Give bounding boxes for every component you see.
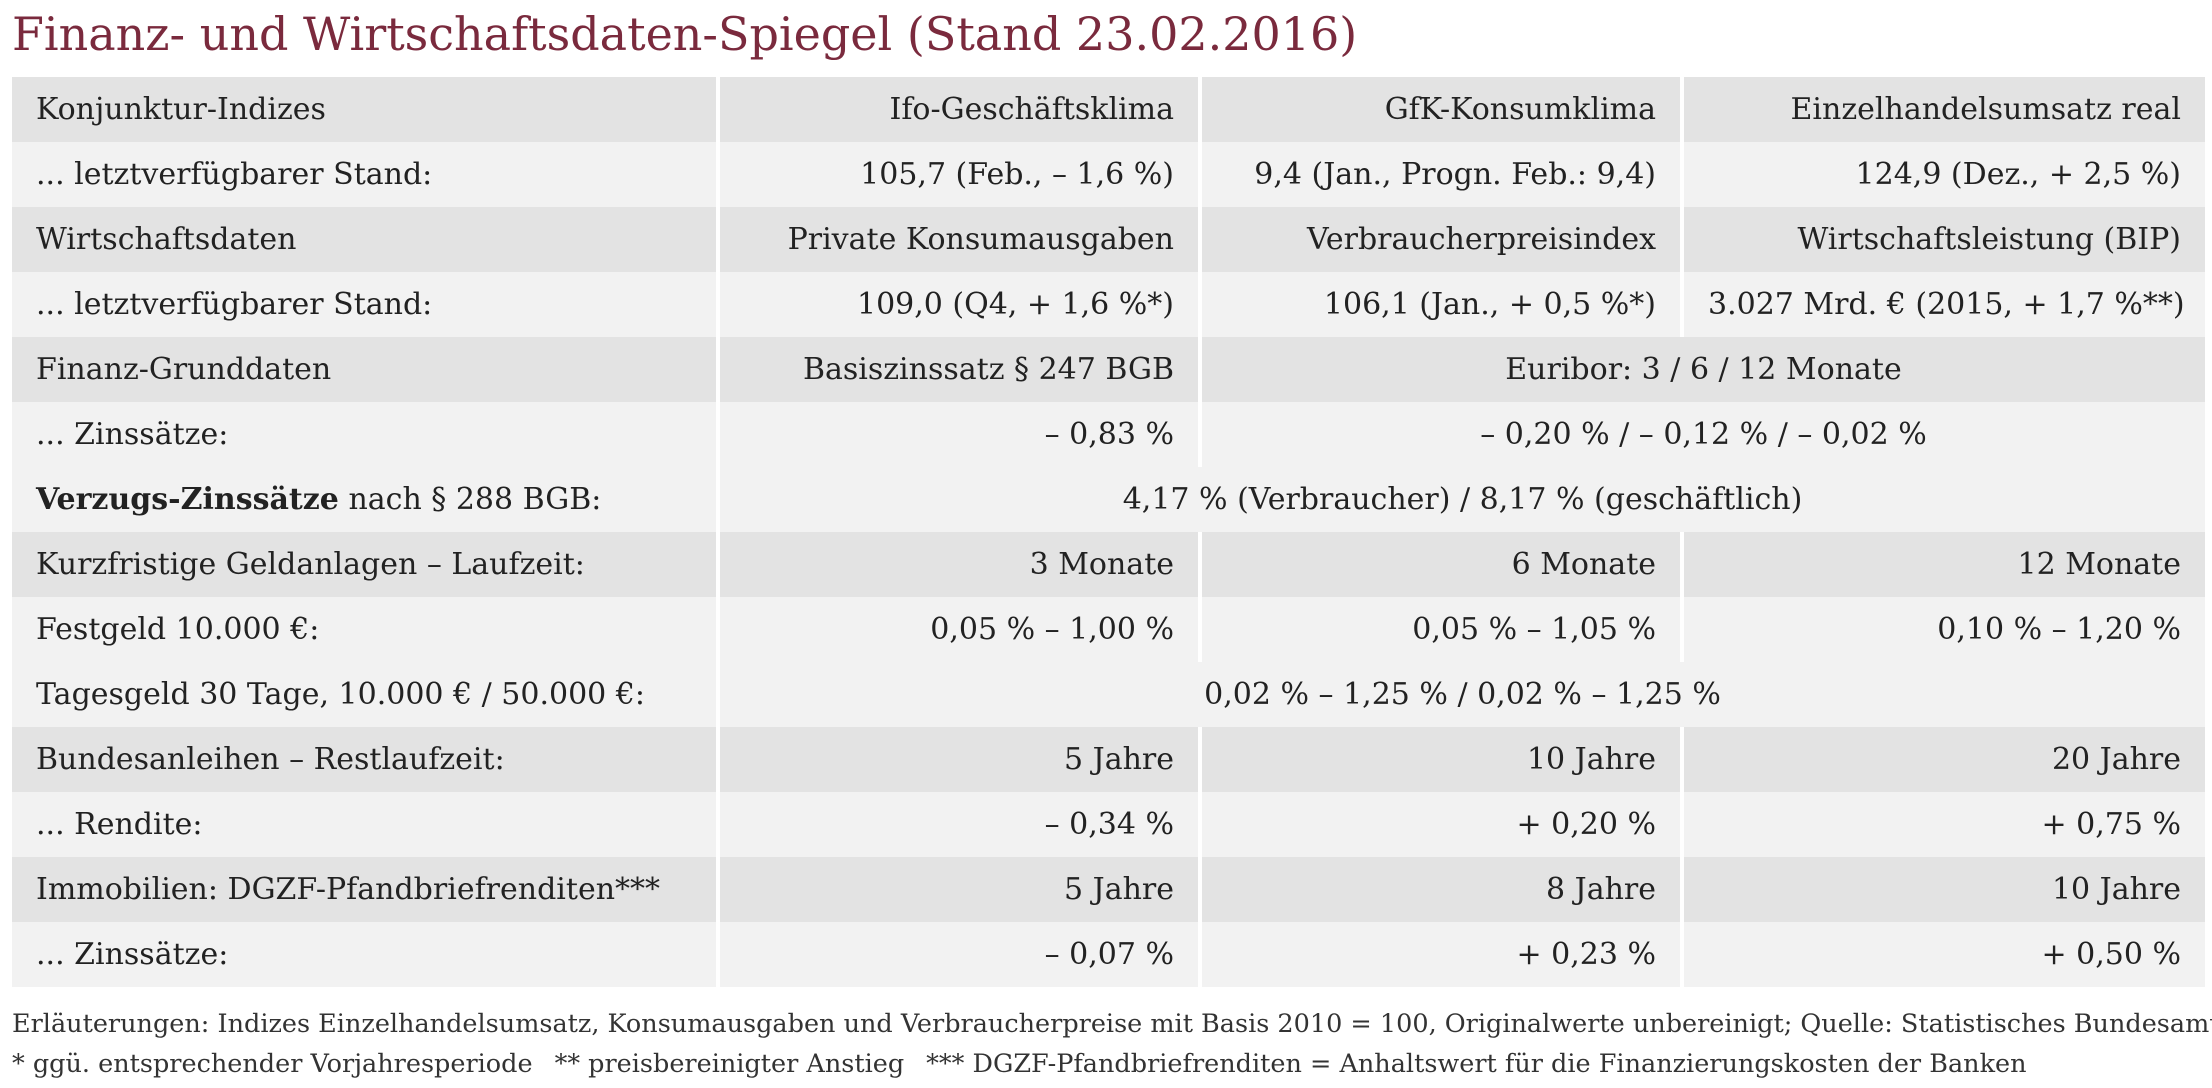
table-cell: + 0,20 % xyxy=(1200,792,1684,857)
explanation-text: Erläuterungen: Indizes Einzelhandelsumsa… xyxy=(12,1009,2212,1039)
table-row: ... letztverfügbarer Stand: 105,7 (Feb.,… xyxy=(12,142,2205,207)
column-header: 5 Jahre xyxy=(718,727,1202,792)
column-header: 10 Jahre xyxy=(1200,727,1684,792)
footnote-3: *** DGZF-Pfandbriefrenditen = Anhaltswer… xyxy=(926,1049,2027,1079)
column-header: 3 Monate xyxy=(718,532,1202,597)
table-row: Kurzfristige Geldanlagen – Laufzeit: 3 M… xyxy=(12,532,2205,597)
table-row: Wirtschaftsdaten Private Konsumausgaben … xyxy=(12,207,2205,272)
column-header: Verbraucherpreisindex xyxy=(1200,207,1684,272)
table-cell: 0,02 % – 1,25 % / 0,02 % – 1,25 % xyxy=(718,662,2205,727)
table-cell: 0,05 % – 1,05 % xyxy=(1200,597,1684,662)
row-label: ... letztverfügbarer Stand: xyxy=(12,142,720,207)
footnotes: Erläuterungen: Indizes Einzelhandelsumsa… xyxy=(12,1004,2212,1084)
row-label: ... Zinssätze: xyxy=(12,922,720,987)
column-header: 8 Jahre xyxy=(1200,857,1684,922)
row-label: Kurzfristige Geldanlagen – Laufzeit: xyxy=(12,532,720,597)
table-cell: + 0,23 % xyxy=(1200,922,1684,987)
table-cell: + 0,50 % xyxy=(1682,922,2205,987)
table-cell: 124,9 (Dez., + 2,5 %) xyxy=(1682,142,2205,207)
row-label-suffix: nach § 288 BGB: xyxy=(348,482,602,517)
row-label: ... Zinssätze: xyxy=(12,402,720,467)
table-cell: 105,7 (Feb., – 1,6 %) xyxy=(718,142,1202,207)
column-header: 5 Jahre xyxy=(718,857,1202,922)
column-header: 10 Jahre xyxy=(1682,857,2205,922)
column-header: GfK-Konsumklima xyxy=(1200,77,1684,142)
row-label: Festgeld 10.000 €: xyxy=(12,597,720,662)
row-label: ... letztverfügbarer Stand: xyxy=(12,272,720,337)
table-row: Immobilien: DGZF-Pfandbriefrenditen*** 5… xyxy=(12,857,2205,922)
footnote-1: * ggü. entsprechender Vorjahresperiode xyxy=(12,1049,533,1079)
table-cell: 0,05 % – 1,00 % xyxy=(718,597,1202,662)
footnote-2: ** preisbereinigter Anstieg xyxy=(554,1049,905,1079)
finance-data-table: Konjunktur-Indizes Ifo-Geschäftsklima Gf… xyxy=(12,77,2205,987)
row-label: Bundesanleihen – Restlaufzeit: xyxy=(12,727,720,792)
row-label: Finanz-Grunddaten xyxy=(12,337,720,402)
table-row: ... Rendite: – 0,34 % + 0,20 % + 0,75 % xyxy=(12,792,2205,857)
column-header: 6 Monate xyxy=(1200,532,1684,597)
table-cell: 9,4 (Jan., Progn. Feb.: 9,4) xyxy=(1200,142,1684,207)
table-cell: – 0,83 % xyxy=(718,402,1202,467)
column-header: Basiszinssatz § 247 BGB xyxy=(718,337,1202,402)
table-row: ... Zinssätze: – 0,83 % – 0,20 % / – 0,1… xyxy=(12,402,2205,467)
table-cell: – 0,20 % / – 0,12 % / – 0,02 % xyxy=(1200,402,2205,467)
table-cell: 109,0 (Q4, + 1,6 %*) xyxy=(718,272,1202,337)
table-cell: 0,10 % – 1,20 % xyxy=(1682,597,2205,662)
table-cell: 4,17 % (Verbraucher) / 8,17 % (geschäftl… xyxy=(718,467,2205,532)
row-label: Verzugs-Zinssätze nach § 288 BGB: xyxy=(12,467,720,532)
column-header: Ifo-Geschäftsklima xyxy=(718,77,1202,142)
table-row: Bundesanleihen – Restlaufzeit: 5 Jahre 1… xyxy=(12,727,2205,792)
table-cell: 3.027 Mrd. € (2015, + 1,7 %**) xyxy=(1682,272,2205,337)
column-header: Private Konsumausgaben xyxy=(718,207,1202,272)
column-header: Euribor: 3 / 6 / 12 Monate xyxy=(1200,337,2205,402)
table-row: ... letztverfügbarer Stand: 109,0 (Q4, +… xyxy=(12,272,2205,337)
table-row: Konjunktur-Indizes Ifo-Geschäftsklima Gf… xyxy=(12,77,2205,142)
table-row: Verzugs-Zinssätze nach § 288 BGB: 4,17 %… xyxy=(12,467,2205,532)
table-row: Festgeld 10.000 €: 0,05 % – 1,00 % 0,05 … xyxy=(12,597,2205,662)
row-label: Wirtschaftsdaten xyxy=(12,207,720,272)
table-cell: – 0,07 % xyxy=(718,922,1202,987)
row-label: Tagesgeld 30 Tage, 10.000 € / 50.000 €: xyxy=(12,662,720,727)
row-label: Konjunktur-Indizes xyxy=(12,77,720,142)
table-row: Tagesgeld 30 Tage, 10.000 € / 50.000 €: … xyxy=(12,662,2205,727)
table-cell: 106,1 (Jan., + 0,5 %*) xyxy=(1200,272,1684,337)
table-cell: + 0,75 % xyxy=(1682,792,2205,857)
column-header: Einzelhandelsumsatz real xyxy=(1682,77,2205,142)
page-title: Finanz- und Wirtschaftsdaten-Spiegel (St… xyxy=(12,7,1358,61)
row-label-bold: Verzugs-Zinssätze xyxy=(36,482,339,517)
table-row: ... Zinssätze: – 0,07 % + 0,23 % + 0,50 … xyxy=(12,922,2205,987)
column-header: 12 Monate xyxy=(1682,532,2205,597)
row-label: Immobilien: DGZF-Pfandbriefrenditen*** xyxy=(12,857,720,922)
table-cell: – 0,34 % xyxy=(718,792,1202,857)
table-row: Finanz-Grunddaten Basiszinssatz § 247 BG… xyxy=(12,337,2205,402)
column-header: 20 Jahre xyxy=(1682,727,2205,792)
footnote-line: * ggü. entsprechender Vorjahresperiode **… xyxy=(12,1044,2212,1084)
column-header: Wirtschaftsleistung (BIP) xyxy=(1682,207,2205,272)
row-label: ... Rendite: xyxy=(12,792,720,857)
